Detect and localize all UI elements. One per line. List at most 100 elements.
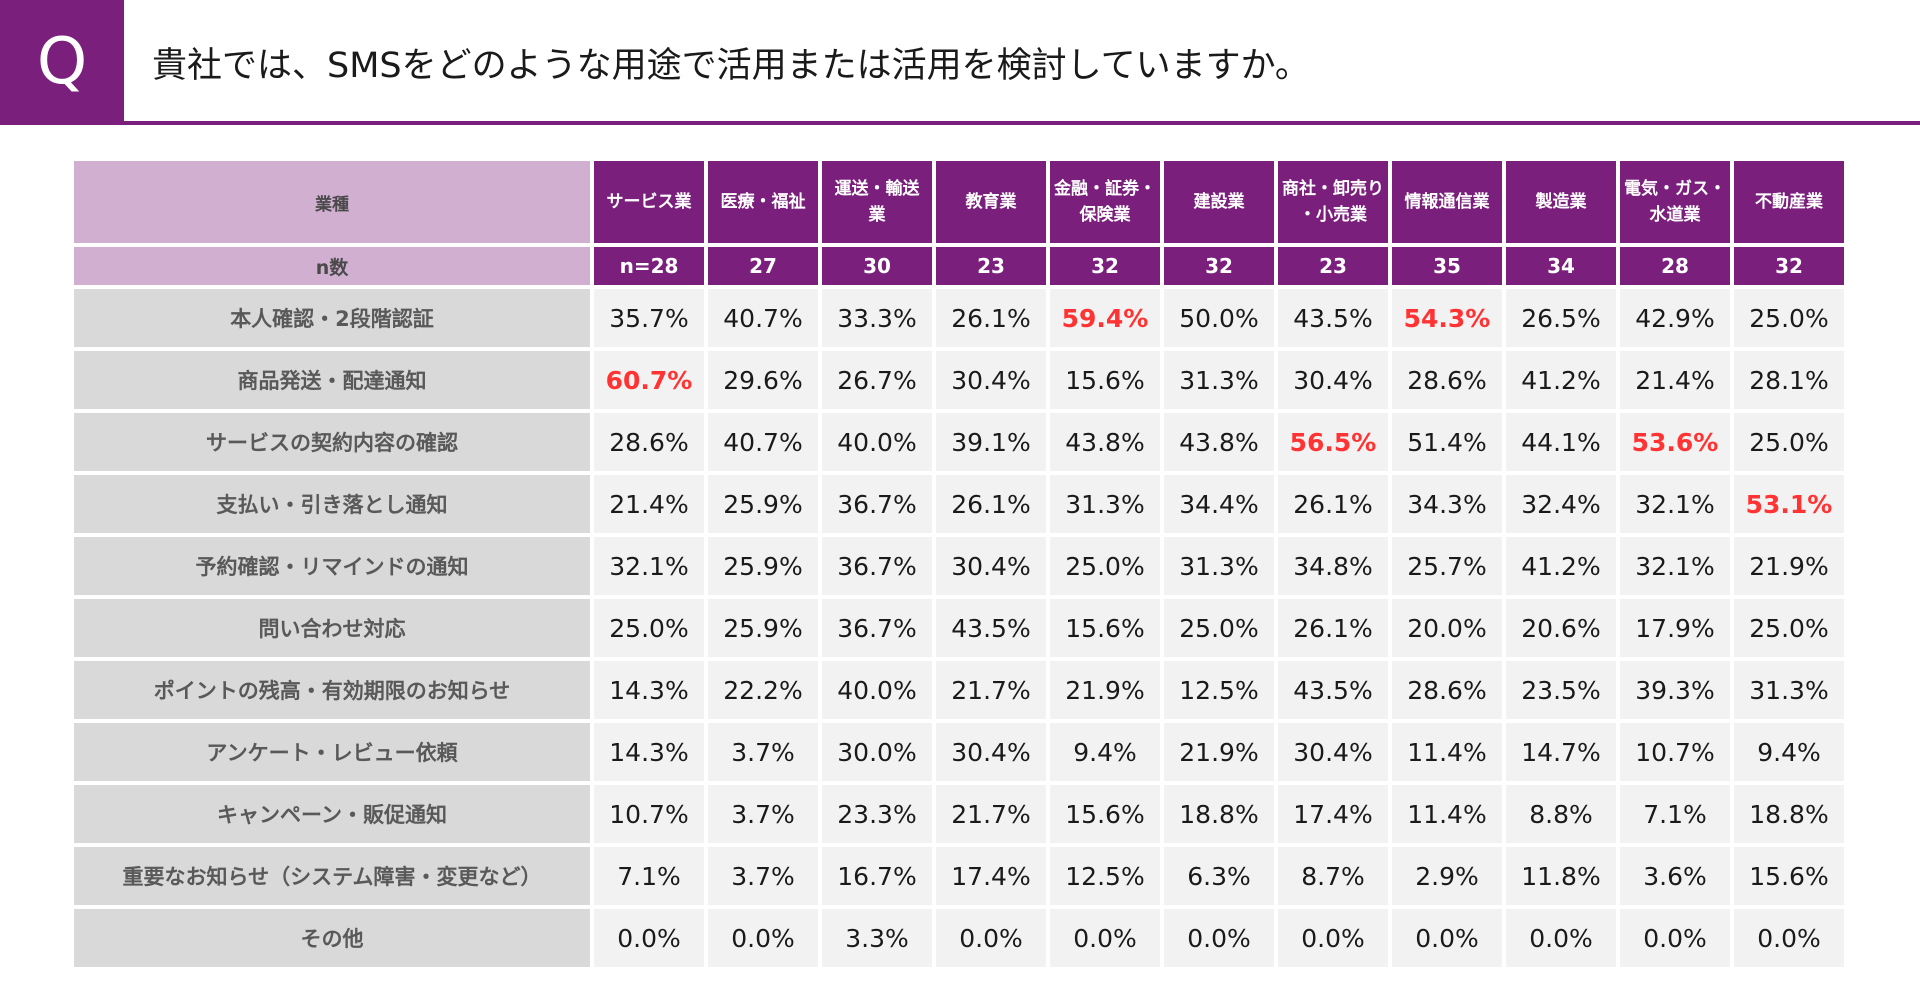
value-cell: 3.3%: [822, 909, 932, 967]
sample-size: 30: [822, 247, 932, 285]
value-cell: 21.4%: [1620, 351, 1730, 409]
value-cell: 26.7%: [822, 351, 932, 409]
value-cell: 39.1%: [936, 413, 1046, 471]
value-cell: 36.7%: [822, 475, 932, 533]
value-cell: 14.7%: [1506, 723, 1616, 781]
sample-size: 32: [1734, 247, 1844, 285]
value-cell: 0.0%: [1278, 909, 1388, 967]
value-cell: 17.4%: [1278, 785, 1388, 843]
table-body: 本人確認・2段階認証 35.7% 40.7% 33.3% 26.1% 59.4% 50.0%…: [74, 289, 1844, 967]
value-cell: 11.8%: [1506, 847, 1616, 905]
row-label: サービスの契約内容の確認: [74, 413, 590, 471]
value-cell: 22.2%: [708, 661, 818, 719]
value-cell: 34.4%: [1164, 475, 1274, 533]
value-cell: 30.4%: [936, 723, 1046, 781]
column-header: 電気・ガス・ 水道業: [1620, 161, 1730, 243]
value-cell: 0.0%: [1050, 909, 1160, 967]
value-cell: 43.5%: [1278, 661, 1388, 719]
value-cell: 21.4%: [594, 475, 704, 533]
highlighted-value-cell: 59.4%: [1050, 289, 1160, 347]
value-cell: 43.5%: [936, 599, 1046, 657]
value-cell: 42.9%: [1620, 289, 1730, 347]
column-header: 製造業: [1506, 161, 1616, 243]
value-cell: 28.1%: [1734, 351, 1844, 409]
highlighted-value-cell: 54.3%: [1392, 289, 1502, 347]
column-header: サービス業: [594, 161, 704, 243]
column-header: 不動産業: [1734, 161, 1844, 243]
value-cell: 7.1%: [594, 847, 704, 905]
results-table-wrapper: 業種 サービス業 医療・福祉 運送・輸送業教育業 金融・証券・ 保険業 建設業 商社・卸売り…: [74, 161, 1844, 967]
q-badge: Q: [0, 0, 124, 123]
sample-size: 23: [936, 247, 1046, 285]
value-cell: 28.6%: [594, 413, 704, 471]
value-cell: 25.0%: [1050, 537, 1160, 595]
value-cell: 30.0%: [822, 723, 932, 781]
value-cell: 20.0%: [1392, 599, 1502, 657]
value-cell: 0.0%: [1392, 909, 1502, 967]
value-cell: 33.3%: [822, 289, 932, 347]
value-cell: 28.6%: [1392, 661, 1502, 719]
value-cell: 21.9%: [1050, 661, 1160, 719]
value-cell: 40.7%: [708, 289, 818, 347]
value-cell: 14.3%: [594, 723, 704, 781]
column-header: 情報通信業: [1392, 161, 1502, 243]
value-cell: 30.4%: [936, 537, 1046, 595]
value-cell: 26.1%: [936, 289, 1046, 347]
value-cell: 32.4%: [1506, 475, 1616, 533]
value-cell: 25.0%: [1734, 413, 1844, 471]
value-cell: 34.8%: [1278, 537, 1388, 595]
value-cell: 3.6%: [1620, 847, 1730, 905]
value-cell: 43.5%: [1278, 289, 1388, 347]
row-label: 本人確認・2段階認証: [74, 289, 590, 347]
value-cell: 17.9%: [1620, 599, 1730, 657]
value-cell: 23.3%: [822, 785, 932, 843]
value-cell: 0.0%: [708, 909, 818, 967]
value-cell: 31.3%: [1164, 537, 1274, 595]
row-label: 問い合わせ対応: [74, 599, 590, 657]
row-label: その他: [74, 909, 590, 967]
value-cell: 43.8%: [1164, 413, 1274, 471]
value-cell: 32.1%: [1620, 537, 1730, 595]
row-label: 重要なお知らせ（システム障害・変更など）: [74, 847, 590, 905]
column-header: 運送・輸送業: [822, 161, 932, 243]
value-cell: 43.8%: [1050, 413, 1160, 471]
row-label: アンケート・レビュー依頼: [74, 723, 590, 781]
value-cell: 15.6%: [1050, 599, 1160, 657]
value-cell: 40.0%: [822, 661, 932, 719]
value-cell: 40.7%: [708, 413, 818, 471]
value-cell: 0.0%: [1620, 909, 1730, 967]
highlighted-value-cell: 60.7%: [594, 351, 704, 409]
value-cell: 16.7%: [822, 847, 932, 905]
value-cell: 2.9%: [1392, 847, 1502, 905]
value-cell: 15.6%: [1050, 351, 1160, 409]
value-cell: 31.3%: [1734, 661, 1844, 719]
sample-size: n=28: [594, 247, 704, 285]
value-cell: 30.4%: [936, 351, 1046, 409]
table-row: アンケート・レビュー依頼 14.3% 3.7% 30.0% 30.4% 9.4% 21.9%…: [74, 723, 1844, 781]
value-cell: 31.3%: [1050, 475, 1160, 533]
value-cell: 36.7%: [822, 599, 932, 657]
value-cell: 17.4%: [936, 847, 1046, 905]
value-cell: 9.4%: [1734, 723, 1844, 781]
value-cell: 34.3%: [1392, 475, 1502, 533]
value-cell: 3.7%: [708, 785, 818, 843]
value-cell: 10.7%: [594, 785, 704, 843]
row-label: 支払い・引き落とし通知: [74, 475, 590, 533]
value-cell: 15.6%: [1734, 847, 1844, 905]
value-cell: 30.4%: [1278, 723, 1388, 781]
question-text: 貴社では、SMSをどのような用途で活用または活用を検討していますか。: [152, 45, 1310, 86]
value-cell: 12.5%: [1164, 661, 1274, 719]
value-cell: 0.0%: [594, 909, 704, 967]
column-header: 医療・福祉: [708, 161, 818, 243]
column-header-row: 業種 サービス業 医療・福祉 運送・輸送業教育業 金融・証券・ 保険業 建設業 商社・卸売り…: [74, 161, 1844, 243]
table-row: その他 0.0% 0.0% 3.3% 0.0% 0.0% 0.0% 0.0% 0.0% 0.0% 0…: [74, 909, 1844, 967]
value-cell: 11.4%: [1392, 785, 1502, 843]
corner-label: 業種: [74, 161, 590, 243]
sample-size-row: n数 n=28 27 30 23 32 32 23 35 34 28 32: [74, 247, 1844, 285]
value-cell: 3.7%: [708, 847, 818, 905]
value-cell: 18.8%: [1734, 785, 1844, 843]
value-cell: 21.7%: [936, 661, 1046, 719]
value-cell: 0.0%: [936, 909, 1046, 967]
value-cell: 9.4%: [1050, 723, 1160, 781]
sample-size: 35: [1392, 247, 1502, 285]
